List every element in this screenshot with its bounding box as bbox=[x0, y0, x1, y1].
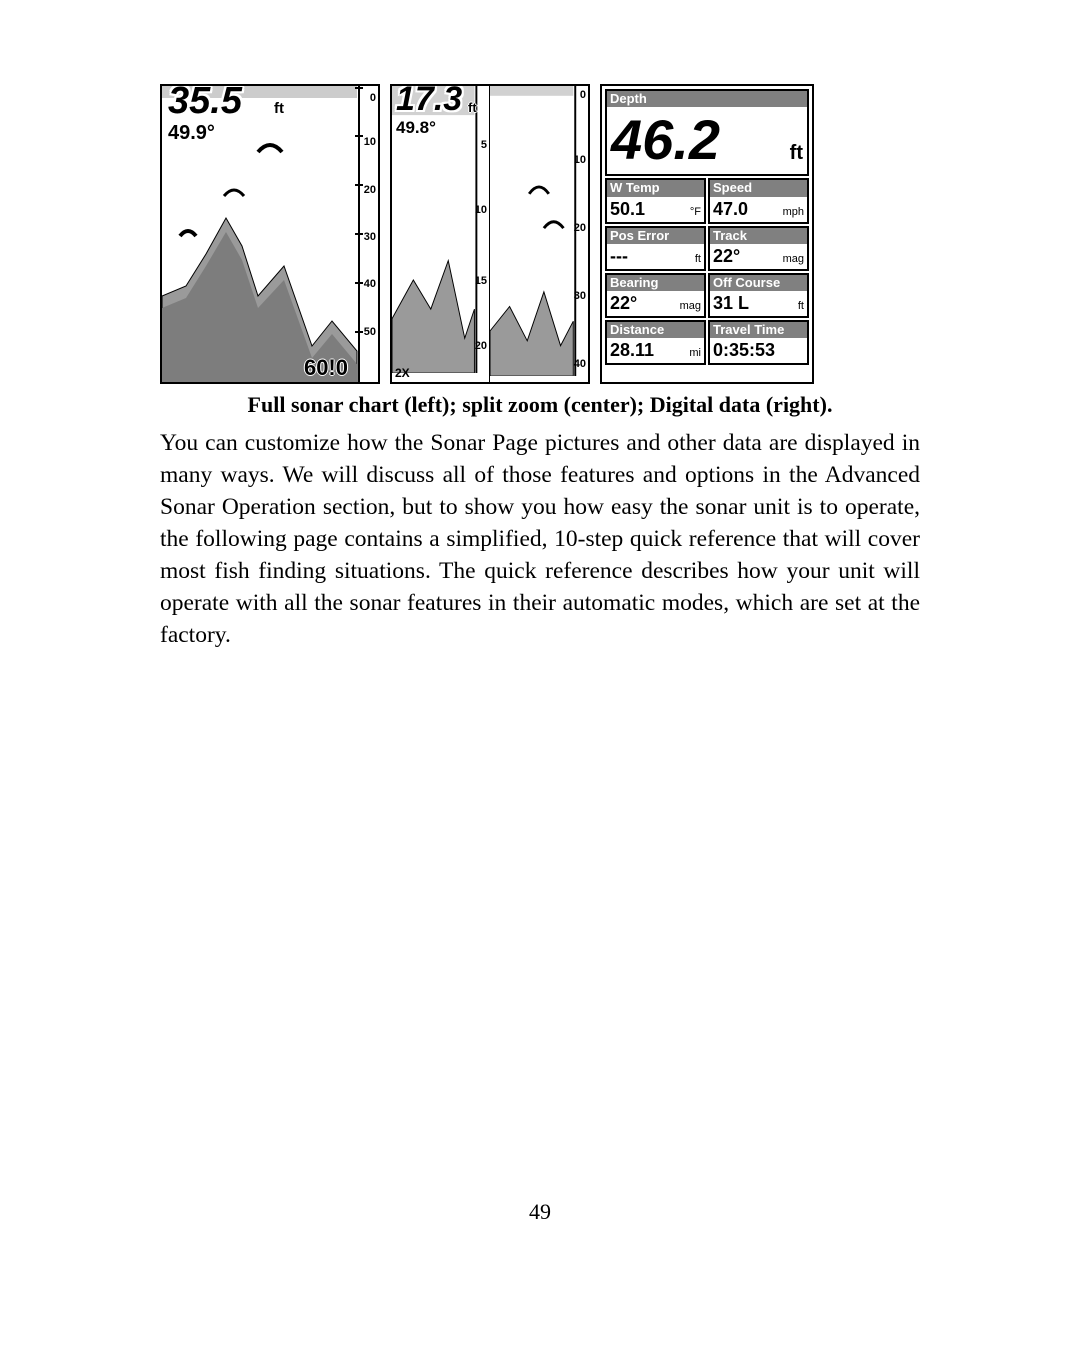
dd-cell-label: Track bbox=[710, 228, 807, 244]
full-depth-value: 35.5 bbox=[168, 84, 242, 118]
dd-cell-value-row: 31 L ft bbox=[710, 291, 807, 316]
zoom-label: 2X bbox=[395, 366, 410, 380]
dd-cell: Travel Time 0:35:53 bbox=[708, 320, 809, 365]
dd-depth-label: Depth bbox=[607, 91, 807, 107]
split-left: 17.3 ft 49.8° 5 10 15 20 2X bbox=[392, 86, 490, 382]
dd-cell-value-row: 0:35:53 bbox=[710, 338, 807, 363]
dd-cell-value-row: 22° mag bbox=[710, 244, 807, 269]
manual-page: 35.5 ft 49.9° 0 10 20 30 40 50 60!0 17 bbox=[160, 84, 920, 652]
dd-cell: Off Course 31 L ft bbox=[708, 273, 809, 318]
panel-split-zoom: 17.3 ft 49.8° 5 10 15 20 2X bbox=[390, 84, 590, 384]
dd-cell: Pos Error --- ft bbox=[605, 226, 706, 271]
page-number: 49 bbox=[0, 1199, 1080, 1225]
dd-cell-unit: mi bbox=[689, 347, 701, 359]
dd-cell-unit: mph bbox=[783, 206, 804, 218]
dd-cell-label: Distance bbox=[607, 322, 704, 338]
full-depth-unit: ft bbox=[274, 100, 284, 117]
dd-cell-unit: mag bbox=[783, 253, 804, 265]
dd-cell-label: Off Course bbox=[710, 275, 807, 291]
dd-cell: W Temp 50.1 °F bbox=[605, 178, 706, 223]
figure-caption: Full sonar chart (left); split zoom (cen… bbox=[160, 392, 920, 418]
dd-cell-value-row: 47.0 mph bbox=[710, 197, 807, 222]
dd-cell-value: 28.11 bbox=[610, 340, 654, 361]
split-left-scale: 5 10 15 20 bbox=[471, 86, 489, 382]
dd-cell-unit: ft bbox=[798, 300, 804, 312]
split-depth-value: 17.3 bbox=[396, 86, 462, 115]
panel-full-sonar: 35.5 ft 49.9° 0 10 20 30 40 50 60!0 bbox=[160, 84, 380, 384]
split-right-scale: 0 10 20 30 40 bbox=[570, 86, 588, 382]
dd-cell-label: Travel Time bbox=[710, 322, 807, 338]
dd-cell-value-row: 50.1 °F bbox=[607, 197, 704, 222]
split-right: 0 10 20 30 40 bbox=[490, 86, 588, 382]
dd-cell: Distance 28.11 mi bbox=[605, 320, 706, 365]
dd-depth-value: 46.2 bbox=[611, 107, 720, 172]
dd-depth-unit: ft bbox=[790, 142, 803, 165]
dd-cell: Speed 47.0 mph bbox=[708, 178, 809, 223]
full-range-bottom: 60!0 bbox=[304, 355, 348, 381]
dd-cell-value-row: 22° mag bbox=[607, 291, 704, 316]
dd-cell-value: 31 L bbox=[713, 293, 749, 314]
dd-cell-unit: ft bbox=[695, 253, 701, 265]
dd-cell-label: Speed bbox=[710, 180, 807, 196]
dd-depth-box: Depth 46.2 ft bbox=[605, 89, 809, 176]
dd-cell-value-row: --- ft bbox=[607, 244, 704, 269]
dd-cell-value: 22° bbox=[610, 293, 637, 314]
full-temp-overlay: 49.9° bbox=[168, 122, 215, 145]
dd-cell-value: 50.1 bbox=[610, 199, 645, 220]
dd-cell-value: 47.0 bbox=[713, 199, 748, 220]
dd-cell-value-row: 28.11 mi bbox=[607, 338, 704, 363]
panel-digital-data: Depth 46.2 ft W Temp 50.1 °F Speed 47.0 mph Po… bbox=[600, 84, 814, 384]
dd-cell-label: W Temp bbox=[607, 180, 704, 196]
split-temp-overlay: 49.8° bbox=[396, 118, 436, 138]
dd-cell: Bearing 22° mag bbox=[605, 273, 706, 318]
dd-cell-value: 22° bbox=[713, 246, 740, 267]
dd-cell-unit: mag bbox=[680, 300, 701, 312]
figure-panels: 35.5 ft 49.9° 0 10 20 30 40 50 60!0 17 bbox=[160, 84, 920, 384]
dd-cell-value: 0:35:53 bbox=[713, 340, 775, 361]
dd-cell: Track 22° mag bbox=[708, 226, 809, 271]
dd-cell-label: Bearing bbox=[607, 275, 704, 291]
dd-cell-value: --- bbox=[610, 246, 628, 267]
full-scale: 0 10 20 30 40 50 bbox=[354, 86, 378, 382]
dd-cell-label: Pos Error bbox=[607, 228, 704, 244]
dd-cell-unit: °F bbox=[690, 206, 701, 218]
dd-grid: W Temp 50.1 °F Speed 47.0 mph Pos Error --- ft Tr… bbox=[605, 178, 809, 365]
body-paragraph: You can customize how the Sonar Page pic… bbox=[160, 428, 920, 652]
